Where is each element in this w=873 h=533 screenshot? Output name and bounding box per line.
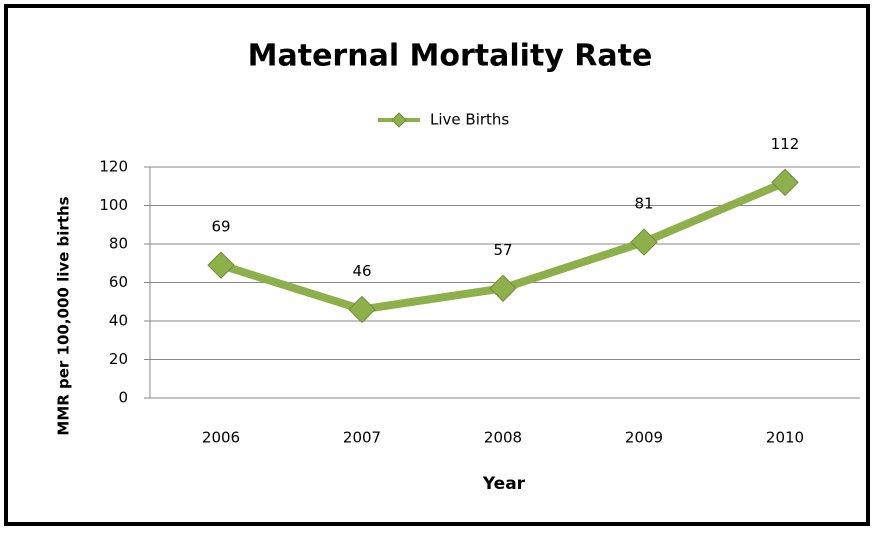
x-axis-label: Year <box>482 474 526 494</box>
marker <box>207 251 235 279</box>
y-axis-label: MMR per 100,000 live births <box>55 196 73 435</box>
y-tick-label: 20 <box>109 350 128 368</box>
data-label: 46 <box>352 262 371 280</box>
y-tick-label: 0 <box>118 389 128 407</box>
marker <box>630 228 658 256</box>
chart-title: Maternal Mortality Rate <box>248 39 653 74</box>
data-label: 81 <box>634 195 653 213</box>
y-tick-label: 120 <box>99 158 128 176</box>
x-tick-label: 2010 <box>766 429 804 447</box>
y-tick-label: 100 <box>99 196 128 214</box>
y-tick-label: 40 <box>109 312 128 330</box>
data-label: 69 <box>211 218 230 236</box>
y-tick-label: 80 <box>109 235 128 253</box>
legend-label: Live Births <box>430 111 509 129</box>
marker <box>771 168 799 197</box>
marker <box>348 295 376 324</box>
x-tick-label: 2008 <box>484 429 522 447</box>
data-label: 112 <box>771 135 800 153</box>
x-tick-label: 2006 <box>202 429 240 447</box>
x-tick-label: 2007 <box>343 429 381 447</box>
x-tick-label: 2009 <box>625 429 663 447</box>
data-label: 57 <box>493 241 512 259</box>
chart-frame <box>4 4 870 526</box>
legend-marker <box>391 112 407 128</box>
y-tick-label: 60 <box>109 273 128 291</box>
marker <box>489 274 517 302</box>
